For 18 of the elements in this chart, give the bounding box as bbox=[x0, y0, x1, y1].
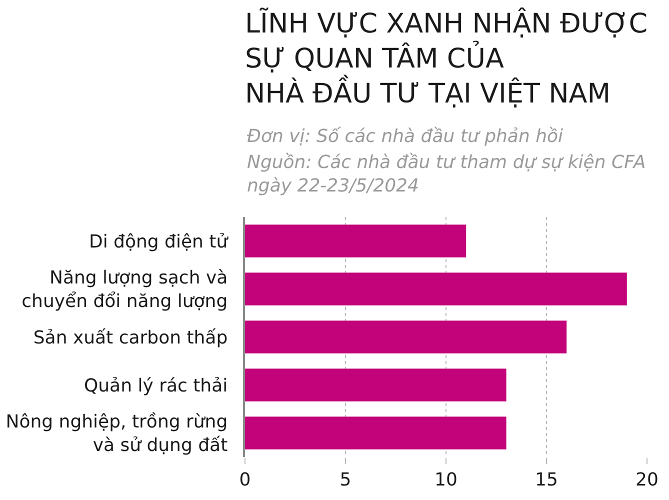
bar bbox=[245, 368, 506, 402]
bar bbox=[245, 272, 627, 306]
bar bbox=[245, 416, 506, 450]
x-tick-label: 5 bbox=[340, 470, 352, 491]
x-tick-label: 10 bbox=[434, 470, 458, 491]
y-tick-label: Di động điện tử bbox=[88, 231, 230, 252]
y-tick-label: Năng lượng sạch và chuyển đổi năng lượng bbox=[22, 268, 228, 312]
x-tick-label: 0 bbox=[239, 470, 251, 491]
y-tick-label: Sản xuất carbon thấp bbox=[33, 327, 228, 348]
chart-title: LĨNH VỰC XANH NHẬN ĐƯỢC SỰ QUAN TÂM CỦA NHÀ ĐẦU TƯ TẠI VIỆT NAM bbox=[245, 6, 648, 110]
chart-subtitle: Đơn vị: Số các nhà đầu tư phản hồi bbox=[247, 126, 563, 147]
bar bbox=[245, 320, 567, 354]
bar bbox=[245, 224, 466, 258]
x-tick-label: 20 bbox=[636, 470, 658, 491]
x-tick-label: 15 bbox=[535, 470, 558, 491]
y-tick-label: Nông nghiệp, trồng rừng và sử dụng đất bbox=[6, 412, 228, 456]
text: Nguồn: Các nhà đầu tư tham dự sự kiện CFA ngày 22-23/5/2024 bbox=[247, 152, 646, 196]
y-tick-label: Quản lý rác thải bbox=[84, 375, 228, 396]
